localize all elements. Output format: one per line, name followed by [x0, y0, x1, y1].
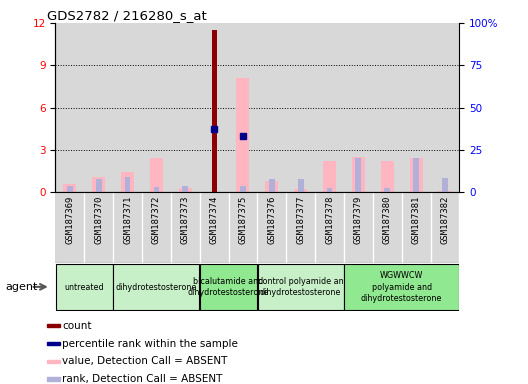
Text: GSM187381: GSM187381: [412, 195, 421, 244]
Bar: [286, 23, 315, 192]
Bar: [47, 342, 60, 345]
Bar: [344, 23, 373, 192]
Bar: [430, 23, 459, 192]
Bar: [344, 192, 373, 263]
Text: percentile rank within the sample: percentile rank within the sample: [62, 339, 238, 349]
Bar: [200, 23, 229, 192]
Bar: [352, 157, 365, 192]
Text: GSM187382: GSM187382: [440, 195, 449, 244]
Text: GSM187370: GSM187370: [94, 195, 103, 244]
Bar: [179, 189, 192, 192]
Bar: [269, 179, 275, 192]
Text: untreated: untreated: [64, 283, 104, 291]
Bar: [47, 324, 60, 327]
Bar: [171, 192, 200, 263]
Bar: [355, 158, 361, 192]
FancyBboxPatch shape: [114, 264, 200, 310]
FancyBboxPatch shape: [200, 264, 257, 310]
Text: control polyamide an
dihydrotestosterone: control polyamide an dihydrotestosterone: [258, 277, 344, 297]
Bar: [182, 186, 188, 192]
Bar: [113, 192, 142, 263]
Bar: [171, 23, 200, 192]
Bar: [258, 192, 286, 263]
Bar: [212, 30, 216, 192]
Text: value, Detection Call = ABSENT: value, Detection Call = ABSENT: [62, 356, 228, 366]
Bar: [55, 23, 84, 192]
Text: agent: agent: [5, 282, 37, 292]
Bar: [373, 23, 402, 192]
Bar: [63, 184, 77, 192]
Bar: [142, 23, 171, 192]
Text: GSM187369: GSM187369: [65, 195, 74, 244]
Bar: [298, 179, 304, 192]
FancyBboxPatch shape: [344, 264, 459, 310]
Text: GSM187377: GSM187377: [296, 195, 305, 244]
Bar: [113, 23, 142, 192]
Bar: [258, 23, 286, 192]
Bar: [84, 192, 113, 263]
Text: WGWWCW
polyamide and
dihydrotestosterone: WGWWCW polyamide and dihydrotestosterone: [361, 271, 442, 303]
Text: GSM187380: GSM187380: [383, 195, 392, 244]
Bar: [125, 177, 130, 192]
Text: GDS2782 / 216280_s_at: GDS2782 / 216280_s_at: [48, 9, 207, 22]
Text: count: count: [62, 321, 92, 331]
Bar: [442, 178, 448, 192]
Text: GSM187376: GSM187376: [267, 195, 276, 244]
Text: GSM187372: GSM187372: [152, 195, 161, 244]
Bar: [55, 192, 84, 263]
Bar: [402, 23, 430, 192]
FancyBboxPatch shape: [258, 264, 344, 310]
Bar: [384, 188, 390, 192]
Text: GSM187374: GSM187374: [210, 195, 219, 244]
Bar: [67, 186, 73, 192]
Text: GSM187375: GSM187375: [239, 195, 248, 244]
FancyBboxPatch shape: [56, 264, 113, 310]
Text: dihydrotestosterone: dihydrotestosterone: [116, 283, 197, 291]
Text: GSM187379: GSM187379: [354, 195, 363, 244]
Bar: [150, 158, 163, 192]
Bar: [327, 188, 333, 192]
Bar: [200, 192, 229, 263]
Bar: [229, 192, 258, 263]
Bar: [315, 23, 344, 192]
Bar: [229, 23, 258, 192]
Bar: [413, 158, 419, 192]
Bar: [402, 192, 430, 263]
Bar: [315, 192, 344, 263]
Bar: [381, 161, 394, 192]
Bar: [373, 192, 402, 263]
Bar: [142, 192, 171, 263]
Text: GSM187378: GSM187378: [325, 195, 334, 244]
Bar: [240, 186, 246, 192]
Bar: [47, 360, 60, 363]
Bar: [96, 179, 101, 192]
Bar: [154, 187, 159, 192]
Bar: [47, 377, 60, 381]
Bar: [323, 161, 336, 192]
Bar: [121, 172, 134, 192]
Bar: [294, 189, 307, 192]
Bar: [430, 192, 459, 263]
Text: bicalutamide and
dihydrotestosterone: bicalutamide and dihydrotestosterone: [188, 277, 269, 297]
Text: GSM187373: GSM187373: [181, 195, 190, 244]
Text: GSM187371: GSM187371: [123, 195, 132, 244]
Text: rank, Detection Call = ABSENT: rank, Detection Call = ABSENT: [62, 374, 223, 384]
Bar: [266, 182, 278, 192]
Bar: [286, 192, 315, 263]
Bar: [92, 177, 105, 192]
Bar: [410, 158, 422, 192]
Bar: [237, 78, 249, 192]
Bar: [438, 190, 451, 192]
Bar: [84, 23, 113, 192]
